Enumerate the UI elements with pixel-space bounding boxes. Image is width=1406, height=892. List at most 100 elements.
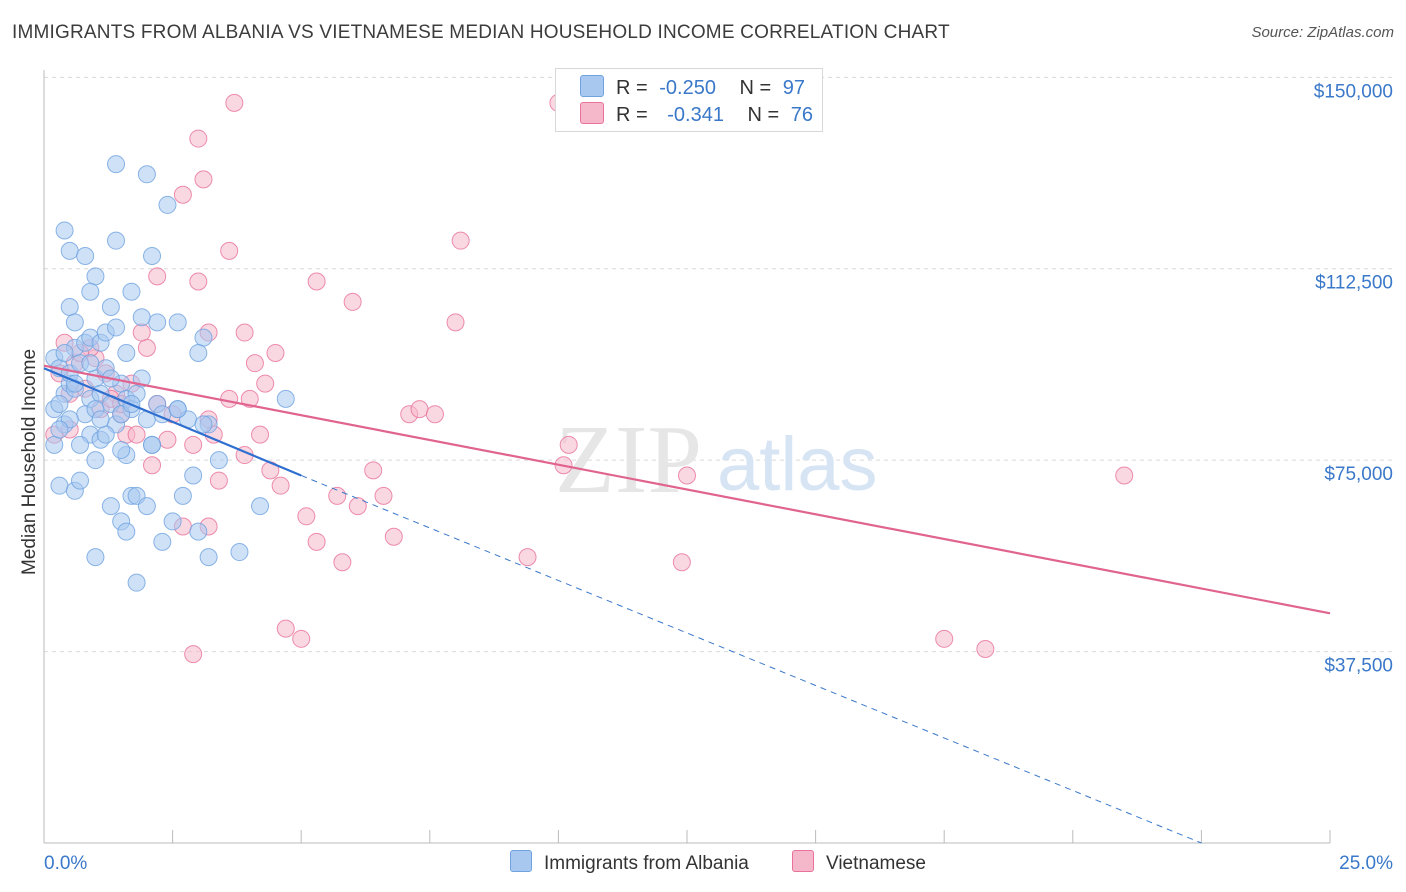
albania-point (189, 522, 208, 541)
albania-point (81, 282, 100, 301)
correlation-legend: R = -0.250 N = 97 R = -0.341 N = 76 (555, 68, 823, 132)
vietnamese-point (266, 343, 285, 362)
albania-point (199, 548, 218, 567)
y-tick-label: $37,500 (1324, 656, 1393, 677)
vietnamese-point (173, 185, 192, 204)
albania-point (143, 435, 162, 454)
vietnamese-point (143, 456, 162, 475)
vietnamese-point (333, 553, 352, 572)
albania-point (86, 267, 105, 286)
albania-point (60, 241, 79, 260)
vietnamese-point (184, 435, 203, 454)
vietnamese-point (271, 476, 290, 495)
vietnamese-point (245, 354, 264, 373)
legend-row-vietnamese: R = -0.341 N = 76 (580, 102, 813, 128)
y-axis-label: Median Household Income (19, 349, 40, 575)
legend-label-albania: Immigrants from Albania (544, 853, 749, 874)
albania-point (184, 466, 203, 485)
y-tick-labels: $37,500 $75,000 $112,500 $150,000 (1314, 81, 1393, 676)
x-tick-label: 0.0% (44, 853, 87, 874)
vietnamese-point (137, 338, 156, 357)
albania-point (209, 451, 228, 470)
albania-point (50, 476, 69, 495)
albania-point (81, 354, 100, 373)
albania-point (71, 435, 90, 454)
albania-point (65, 313, 84, 332)
albania-point (168, 400, 187, 419)
albania-point (91, 410, 110, 429)
vietnamese-point (364, 461, 383, 480)
albania-point (45, 435, 64, 454)
albania-point (230, 543, 249, 562)
legend-label-vietnamese: Vietnamese (826, 853, 926, 874)
n-value-vietnamese: 76 (790, 104, 814, 126)
vietnamese-point (451, 231, 470, 250)
vietnamese-point (240, 389, 259, 408)
vietnamese-point (410, 400, 429, 419)
albania-point (173, 486, 192, 505)
vietnamese-point (374, 486, 393, 505)
r-label: R = (616, 77, 648, 99)
vietnamese-point (189, 129, 208, 148)
vietnamese-point (678, 466, 696, 485)
albania-point (127, 573, 146, 592)
albania-point (117, 343, 136, 362)
albania-point (112, 440, 131, 459)
y-tick-label: $150,000 (1314, 81, 1393, 102)
vietnamese-point (1115, 466, 1134, 485)
albania-point (50, 420, 69, 439)
n-value-albania: 97 (782, 77, 806, 99)
vietnamese-point (559, 435, 578, 454)
vietnamese-point (446, 313, 465, 332)
vietnamese-point (328, 486, 347, 505)
x-tick-labels: 0.0% 25.0% (44, 853, 1393, 874)
albania-swatch (510, 850, 532, 872)
r-value-albania: -0.250 (659, 77, 716, 99)
vietnamese-point (384, 527, 403, 546)
vietnamese-point (158, 430, 177, 449)
series-vietnamese (45, 93, 1134, 664)
vietnamese-point (220, 389, 239, 408)
albania-trend-extension (301, 475, 1202, 844)
albania-point (86, 548, 105, 567)
watermark: ZIP atlas (555, 406, 878, 514)
r-value-vietnamese: -0.341 (667, 104, 724, 126)
albania-point (194, 415, 213, 434)
albania-point (132, 308, 151, 327)
source-label: Source: ZipAtlas.com (1251, 24, 1394, 41)
legend-row-albania: R = -0.250 N = 97 (580, 75, 805, 101)
vietnamese-point (256, 374, 275, 393)
vietnamese-trend-line (43, 364, 1331, 615)
albania-point (194, 328, 213, 347)
albania-point (71, 471, 90, 490)
vietnamese-point (220, 241, 239, 260)
vietnamese-point (343, 292, 362, 311)
albania-point (158, 195, 177, 214)
x-tick-label: 25.0% (1339, 853, 1393, 874)
albania-point (189, 343, 208, 362)
r-label: R = (616, 104, 648, 126)
vietnamese-point (148, 267, 167, 286)
albania-point (86, 451, 105, 470)
albania-point (55, 343, 74, 362)
vietnamese-point (307, 272, 326, 291)
legend-item-vietnamese: Vietnamese (792, 850, 926, 875)
albania-point (137, 165, 156, 184)
albania-point (276, 389, 295, 408)
vietnamese-point (348, 497, 367, 516)
vietnamese-point (672, 553, 691, 572)
vietnamese-point (518, 548, 537, 567)
albania-point (101, 298, 120, 317)
albania-point (60, 298, 79, 317)
albania-point (96, 425, 115, 444)
albania-point (122, 282, 141, 301)
albania-point (168, 313, 187, 332)
albania-point (107, 318, 126, 337)
n-label: N = (747, 104, 780, 126)
albania-point (107, 155, 126, 174)
vietnamese-point (225, 93, 244, 112)
vietnamese-point (132, 323, 151, 342)
albania-point (101, 497, 120, 516)
vietnamese-swatch (792, 850, 814, 872)
